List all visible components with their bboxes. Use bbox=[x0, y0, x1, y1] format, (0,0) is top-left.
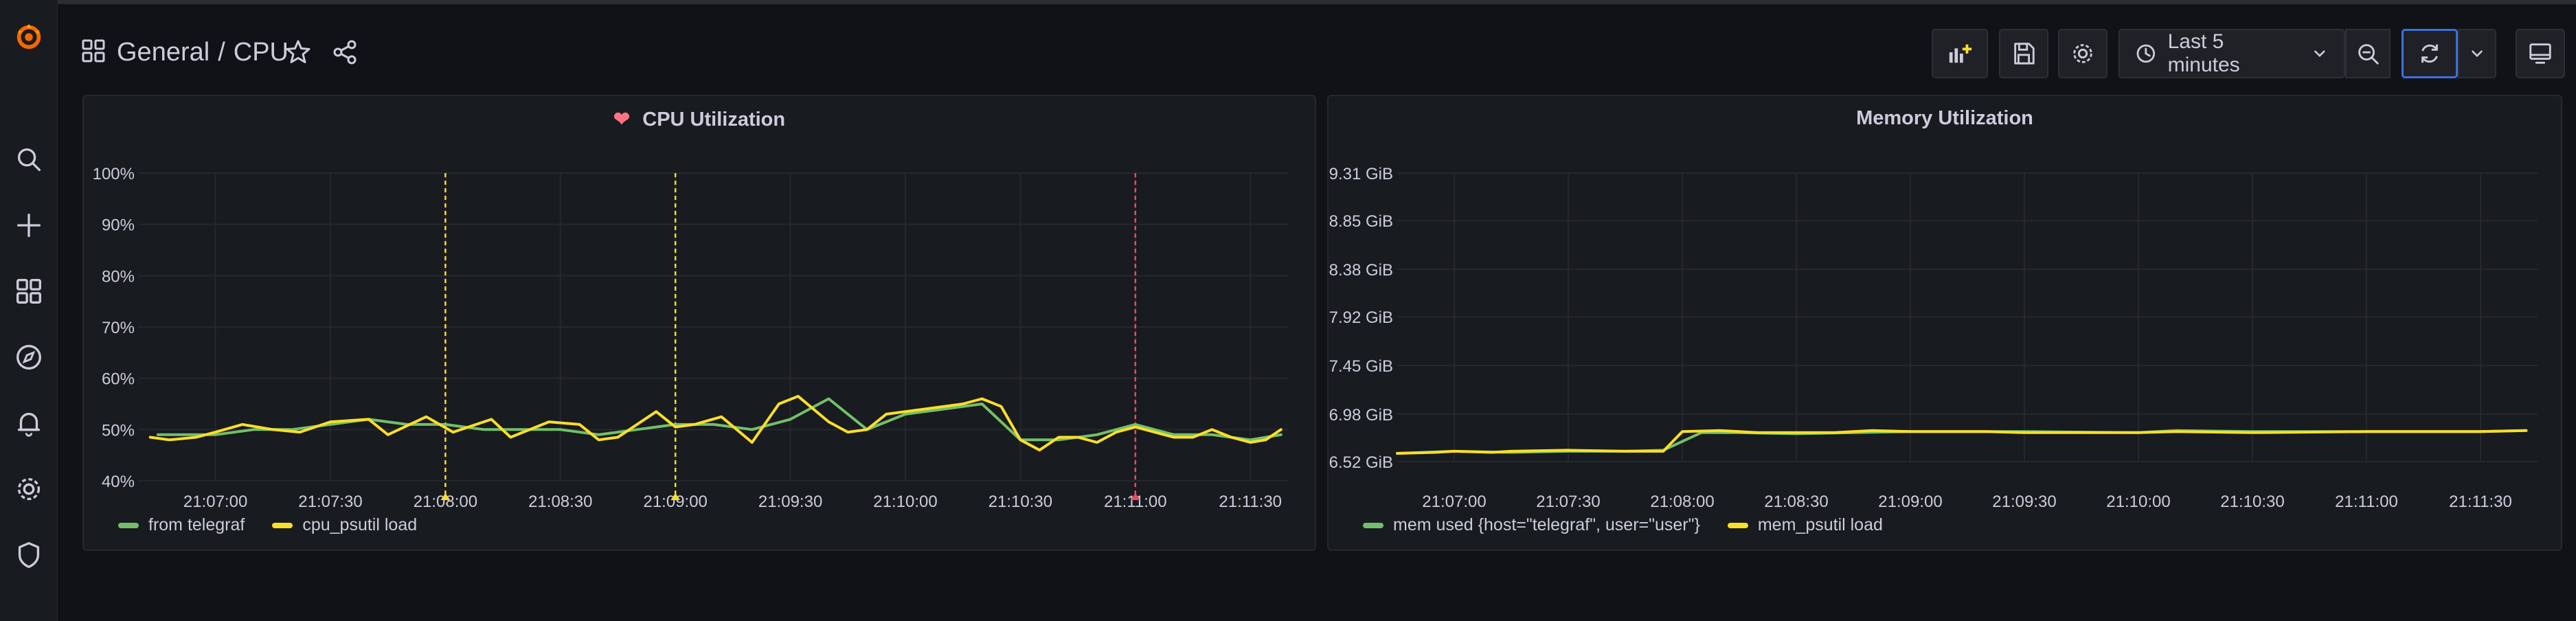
broken-heart-icon: ❤ bbox=[613, 109, 631, 131]
dashboard-settings-button[interactable] bbox=[2058, 29, 2108, 78]
bell-icon[interactable] bbox=[7, 401, 51, 445]
x-tick-label: 21:10:30 bbox=[988, 493, 1052, 508]
cpu-chart[interactable]: 100% 90% 80% 70% 60% 50% 40% 21:07:00 21:07:30 21… bbox=[84, 96, 1318, 508]
legend-label: mem_psutil load bbox=[1757, 515, 1883, 534]
legend-label: cpu_psutil load bbox=[302, 515, 418, 534]
y-tick-label: 40% bbox=[102, 473, 135, 491]
y-tick-label: 50% bbox=[102, 421, 135, 440]
x-tick-label: 21:09:00 bbox=[643, 493, 707, 508]
star-icon[interactable] bbox=[284, 38, 312, 66]
share-icon[interactable] bbox=[331, 38, 359, 66]
annotation-marker[interactable] bbox=[1130, 493, 1140, 500]
panel-title-row: ❤ CPU Utilization bbox=[84, 107, 1315, 131]
series-color-swatch bbox=[118, 522, 139, 528]
x-tick-label: 21:08:00 bbox=[1650, 493, 1714, 508]
chevron-down-icon bbox=[2314, 50, 2325, 58]
breadcrumb-separator: / bbox=[218, 37, 225, 67]
dashboards-icon[interactable] bbox=[7, 269, 51, 313]
explore-icon[interactable] bbox=[7, 335, 51, 379]
x-tick-label: 21:08:30 bbox=[1764, 493, 1828, 508]
legend-label: mem used {host="telegraf", user="user"} bbox=[1393, 515, 1700, 534]
panel-title: Memory Utilization bbox=[1856, 107, 2033, 129]
series-line[interactable] bbox=[1396, 429, 2528, 455]
x-tick-label: 21:10:00 bbox=[873, 493, 937, 508]
tv-mode-button[interactable] bbox=[2516, 29, 2565, 78]
grafana-logo-icon[interactable] bbox=[7, 15, 51, 59]
series-color-swatch bbox=[272, 522, 293, 528]
x-tick-label: 21:08:30 bbox=[528, 493, 592, 508]
zoom-out-icon bbox=[2358, 44, 2379, 65]
legend-label: from telegraf bbox=[148, 515, 245, 534]
x-tick-label: 21:08:00 bbox=[414, 493, 477, 508]
x-tick-label: 21:07:00 bbox=[1422, 493, 1486, 508]
x-tick-label: 21:11:00 bbox=[2335, 493, 2398, 508]
time-range-label: Last 5 minutes bbox=[2167, 30, 2240, 76]
x-tick-label: 21:11:00 bbox=[1104, 493, 1167, 508]
series-color-swatch bbox=[1727, 522, 1748, 528]
legend-item[interactable]: from telegraf bbox=[118, 515, 245, 535]
refresh-button[interactable] bbox=[2402, 29, 2458, 78]
panel-title-row: Memory Utilization bbox=[1329, 107, 2561, 130]
x-tick-label: 21:07:00 bbox=[183, 493, 247, 508]
gear-icon bbox=[2073, 44, 2092, 63]
x-tick-label: 21:10:00 bbox=[2106, 493, 2170, 508]
dashboard-grid-icon bbox=[81, 38, 106, 63]
series-color-swatch bbox=[1363, 522, 1383, 528]
legend-item[interactable]: mem used {host="telegraf", user="user"} bbox=[1363, 515, 1700, 535]
time-picker-button[interactable]: Last 5 minutes bbox=[2119, 29, 2345, 78]
memory-chart[interactable]: 9.31 GiB 8.85 GiB 8.38 GiB 7.92 GiB 7.45 GiB… bbox=[1329, 96, 2564, 508]
sidebar bbox=[0, 0, 58, 621]
x-tick-label: 21:10:30 bbox=[2220, 493, 2284, 508]
add-panel-button[interactable] bbox=[1932, 29, 1988, 78]
breadcrumb: General / CPU bbox=[117, 35, 289, 69]
y-tick-label: 90% bbox=[102, 216, 135, 235]
annotation-marker[interactable] bbox=[440, 493, 451, 500]
y-tick-label: 80% bbox=[102, 267, 135, 286]
y-tick-label: 60% bbox=[102, 370, 135, 389]
annotation-marker[interactable] bbox=[670, 493, 681, 500]
y-tick-label: 100% bbox=[93, 165, 135, 183]
legend-item[interactable]: cpu_psutil load bbox=[272, 515, 417, 535]
x-tick-label: 21:11:30 bbox=[2449, 493, 2512, 508]
x-tick-label: 21:09:00 bbox=[1878, 493, 1942, 508]
y-tick-label: 8.85 GiB bbox=[1329, 212, 1393, 231]
y-tick-label: 7.45 GiB bbox=[1329, 357, 1393, 376]
gear-icon[interactable] bbox=[7, 467, 51, 511]
breadcrumb-dashboard[interactable]: CPU bbox=[233, 37, 289, 67]
zoom-out-button[interactable] bbox=[2345, 29, 2391, 78]
save-icon bbox=[2014, 43, 2035, 65]
breadcrumb-folder[interactable]: General bbox=[117, 37, 210, 67]
y-tick-label: 6.98 GiB bbox=[1329, 406, 1393, 425]
legend: from telegraf cpu_psutil load bbox=[118, 515, 417, 535]
x-tick-label: 21:11:30 bbox=[1219, 493, 1282, 508]
refresh-icon bbox=[2421, 44, 2438, 63]
y-tick-label: 7.92 GiB bbox=[1329, 308, 1393, 327]
memory-utilization-panel[interactable]: Memory Utilization 9.31 GiB 8.85 GiB 8.38 … bbox=[1327, 95, 2562, 551]
series-line[interactable] bbox=[148, 394, 1283, 452]
x-tick-label: 21:07:30 bbox=[298, 493, 362, 508]
y-tick-label: 6.52 GiB bbox=[1329, 453, 1393, 472]
clock-icon bbox=[2136, 44, 2156, 63]
shield-icon[interactable] bbox=[7, 533, 51, 577]
legend-item[interactable]: mem_psutil load bbox=[1727, 515, 1883, 535]
cpu-utilization-panel[interactable]: ❤ CPU Utilization 100% 90% 80% 70% 60% 50% 40%… bbox=[82, 95, 1316, 551]
add-panel-icon bbox=[1949, 44, 1972, 63]
refresh-interval-dropdown[interactable] bbox=[2458, 29, 2496, 78]
legend: mem used {host="telegraf", user="user"} … bbox=[1363, 515, 1883, 535]
x-tick-label: 21:09:30 bbox=[1992, 493, 2056, 508]
x-tick-label: 21:09:30 bbox=[758, 493, 822, 508]
dashboard-header: General / CPU Last 5 minutes bbox=[58, 4, 2576, 93]
browser-top-edge bbox=[0, 0, 2576, 4]
y-tick-label: 9.31 GiB bbox=[1329, 165, 1393, 183]
plus-icon[interactable] bbox=[7, 203, 51, 247]
monitor-icon bbox=[2529, 43, 2551, 64]
y-tick-label: 70% bbox=[102, 319, 135, 337]
save-dashboard-button[interactable] bbox=[1999, 29, 2048, 78]
y-tick-label: 8.38 GiB bbox=[1329, 261, 1393, 280]
x-tick-label: 21:07:30 bbox=[1536, 493, 1600, 508]
search-icon[interactable] bbox=[7, 137, 51, 181]
panel-title: CPU Utilization bbox=[642, 109, 786, 131]
chevron-down-icon bbox=[2472, 50, 2483, 58]
